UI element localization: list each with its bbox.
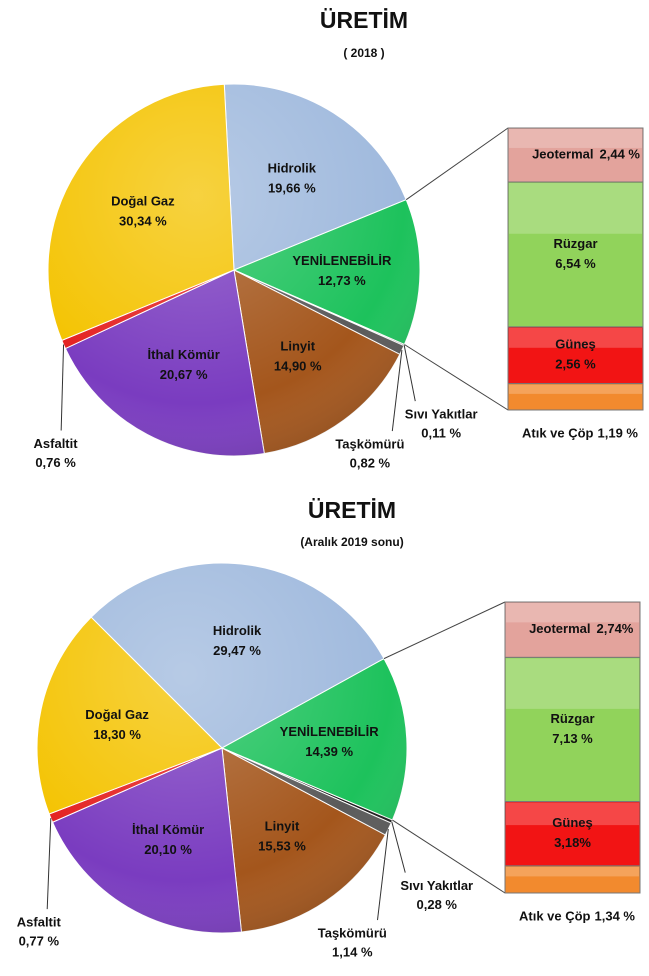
connector-line [383, 601, 506, 660]
bar-gloss [509, 183, 642, 234]
slice-label: Linyit [265, 818, 300, 833]
leader-line [376, 829, 389, 921]
slice-value-label: 19,66 % [268, 180, 316, 195]
bar-value-label: 2,44 % [600, 146, 641, 161]
slice-label: Doğal Gaz [85, 707, 149, 722]
connector-line [405, 127, 509, 201]
slice-value-label: 20,10 % [144, 842, 192, 857]
bar-gloss [509, 384, 642, 394]
bar-label: Jeotermal [529, 621, 590, 636]
bar-value-label: 1,19 % [598, 425, 639, 440]
leader-line [60, 344, 65, 431]
slice-value-label: 14,90 % [274, 358, 322, 373]
slice-value-label: 0,82 % [350, 455, 391, 470]
chart-title: ÜRETİM [308, 497, 396, 523]
bar-value-label: 2,56 % [555, 357, 596, 372]
slice-value-label: 0,11 % [421, 426, 461, 441]
chart-subtitle: ( 2018 ) [343, 46, 384, 60]
bar-label: Atık ve Çöp [522, 425, 594, 440]
bar-value-label: 2,74% [597, 621, 634, 636]
bar-label: Jeotermal [532, 146, 593, 161]
slice-label: YENİLENEBİLİR [280, 724, 380, 739]
slice-value-label: 12,73 % [318, 273, 366, 288]
bar-value-label: 7,13 % [552, 731, 593, 746]
bar-segment [504, 801, 641, 867]
bar-value-label: 3,18% [554, 835, 591, 850]
bar-gloss [509, 129, 642, 148]
slice-value-label: 29,47 % [213, 643, 261, 658]
bar-gloss [506, 802, 639, 826]
bar-gloss [506, 866, 639, 877]
bar-segment [507, 127, 644, 183]
bar-segment [504, 656, 641, 803]
bar-label: Güneş [552, 815, 592, 830]
leader-line [391, 821, 406, 873]
slice-value-label: 0,76 % [35, 455, 76, 470]
slice-label: Taşkömürü [318, 926, 387, 941]
bar-label: Güneş [555, 337, 595, 352]
chart-subtitle: (Aralık 2019 sonu) [300, 535, 403, 549]
slice-value-label: 0,77 % [19, 934, 60, 949]
slice-value-label: 30,34 % [119, 214, 167, 229]
slice-label: Taşkömürü [335, 436, 404, 451]
bar-segment [507, 326, 644, 385]
bar-label: Rüzgar [553, 236, 597, 251]
slice-label: Linyit [280, 338, 315, 353]
slice-value-label: 14,39 % [305, 744, 353, 759]
leader-line [391, 349, 403, 432]
connector-line [404, 344, 509, 411]
bar-label: Atık ve Çöp [519, 908, 591, 923]
leader-line [46, 818, 52, 910]
bar-gloss [509, 327, 642, 348]
slice-label: Asfaltit [34, 436, 79, 451]
slice-label: YENİLENEBİLİR [292, 253, 392, 268]
slice-value-label: 1,14 % [332, 945, 373, 960]
slice-label: İthal Kömür [148, 347, 220, 362]
slice-label: Hidrolik [213, 623, 262, 638]
bar-value-label: 6,54 % [555, 256, 596, 271]
slice-value-label: 18,30 % [93, 727, 141, 742]
slice-label: Doğal Gaz [111, 194, 175, 209]
slice-value-label: 20,67 % [160, 367, 208, 382]
leader-line [403, 345, 416, 402]
slice-label: Sıvı Yakıtlar [405, 407, 478, 422]
chart-title: ÜRETİM [320, 7, 408, 33]
bar-segment [507, 383, 644, 411]
bar-segment [507, 181, 644, 328]
slice-label: Sıvı Yakıtlar [400, 878, 473, 893]
bar-label: Rüzgar [550, 711, 594, 726]
bar-segment [504, 865, 641, 894]
bar-gloss [506, 658, 639, 709]
slice-value-label: 0,28 % [417, 897, 458, 912]
connector-line [392, 819, 506, 894]
bar-segment [504, 601, 641, 658]
bar-value-label: 1,34 % [595, 908, 636, 923]
slice-value-label: 15,53 % [258, 838, 306, 853]
slice-label: İthal Kömür [132, 822, 204, 837]
slice-label: Asfaltit [17, 915, 62, 930]
slice-label: Hidrolik [268, 160, 317, 175]
bar-gloss [506, 603, 639, 623]
